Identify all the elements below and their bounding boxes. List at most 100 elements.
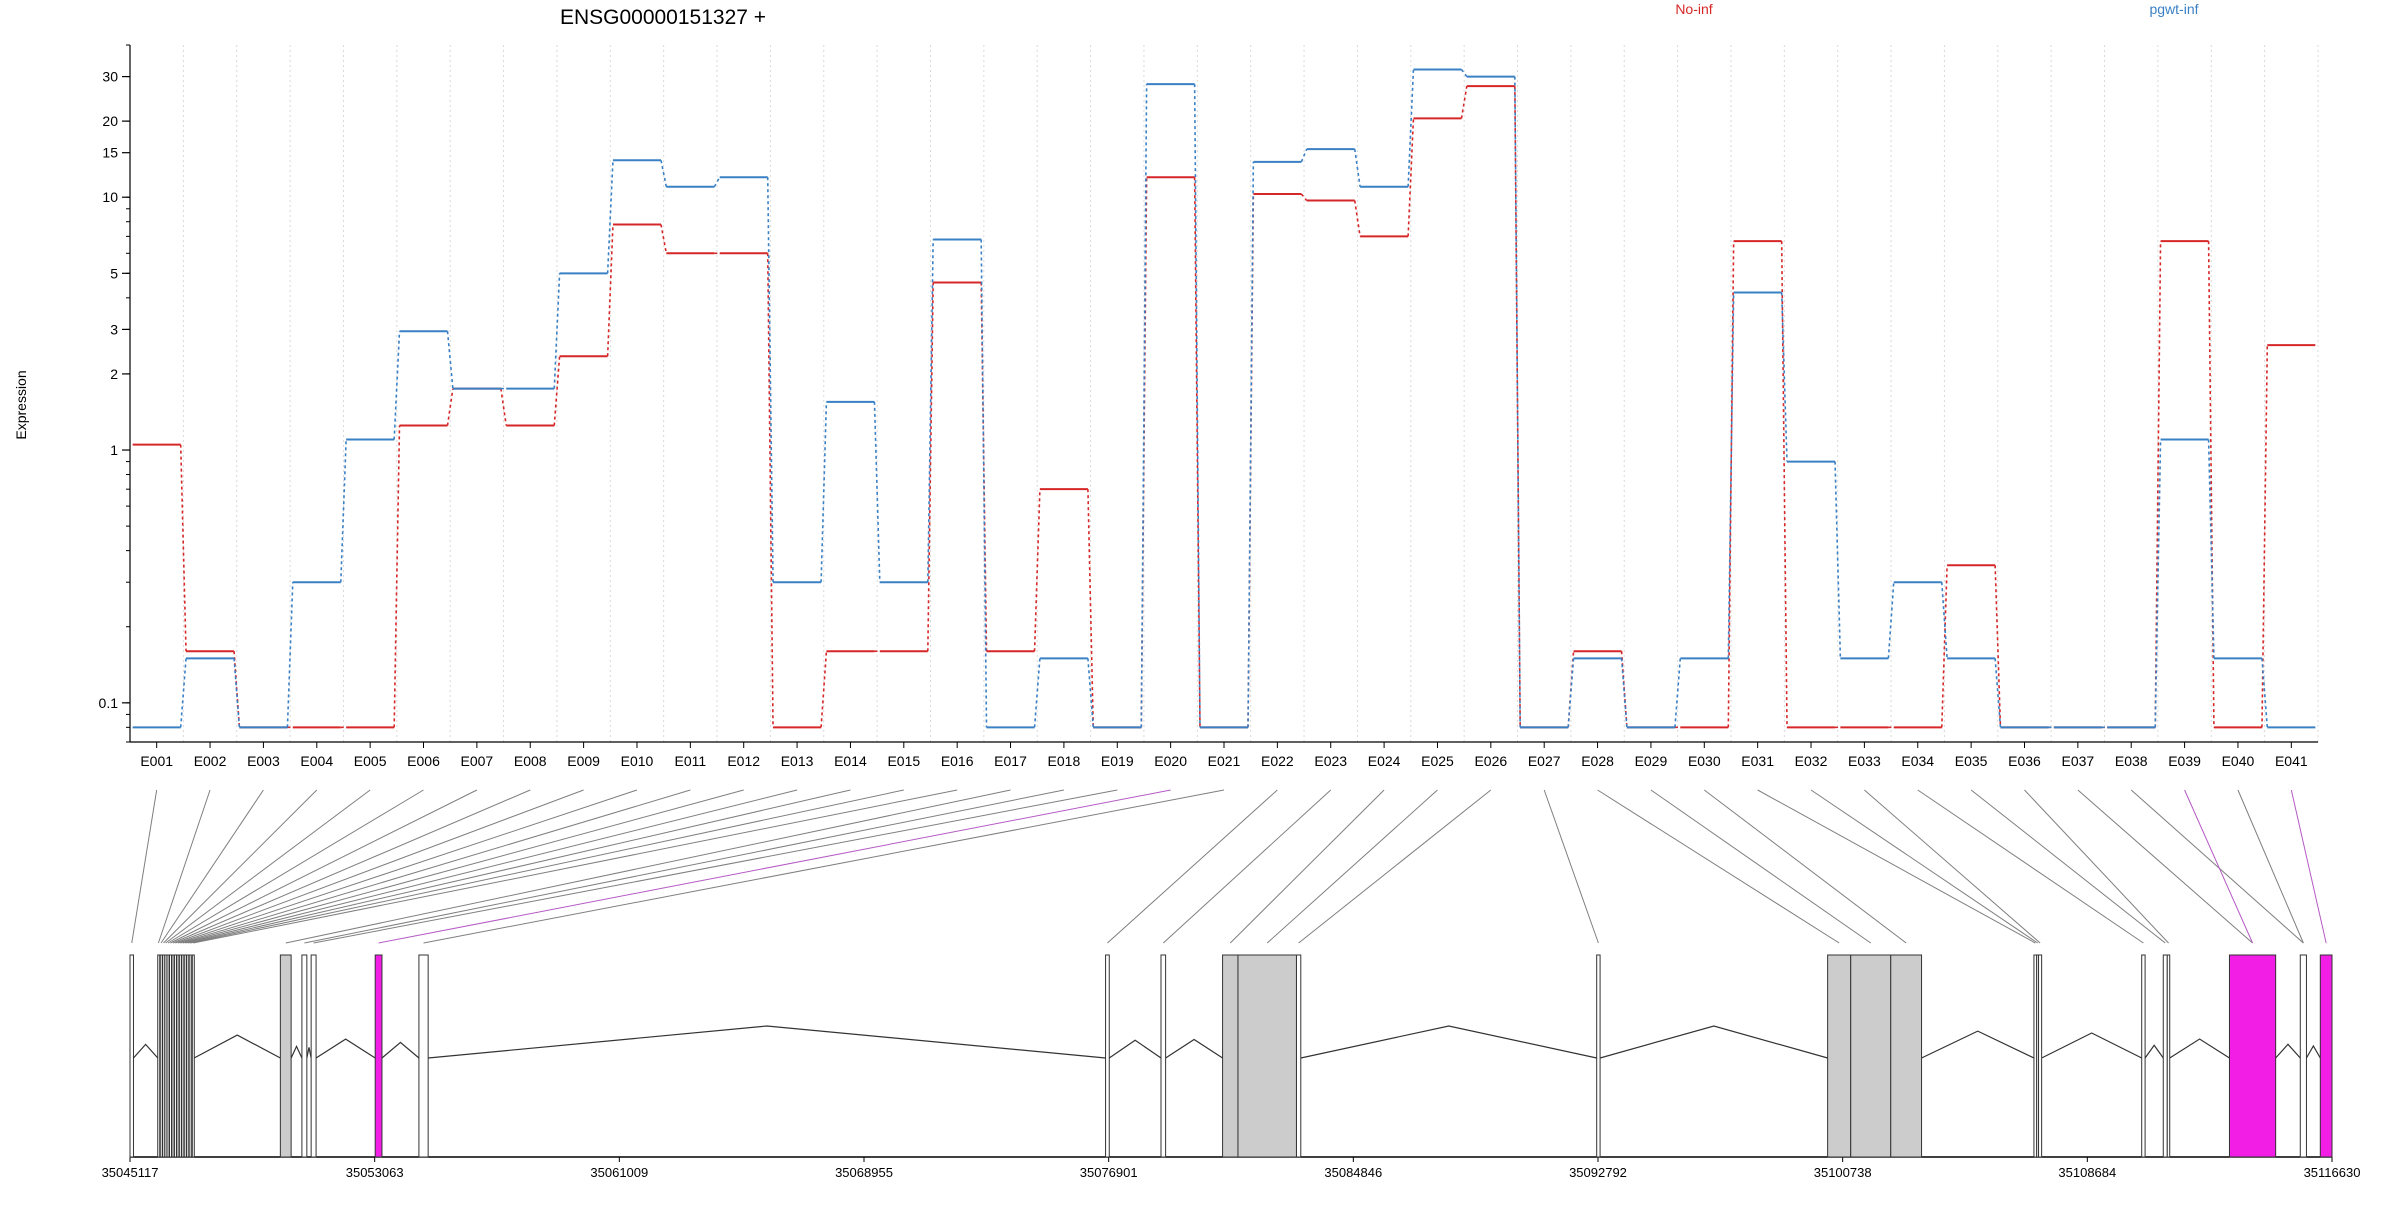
gene-coordinate-label: 35053063: [346, 1165, 404, 1180]
exon-connector: [190, 789, 904, 944]
series-connector: [179, 444, 187, 652]
x-tick-label: E022: [1261, 753, 1294, 769]
series-connector: [1247, 161, 1255, 728]
exon-box: [171, 954, 175, 1158]
x-tick-label: E010: [621, 753, 654, 769]
intron-line: [1108, 1039, 1162, 1059]
exon-box: [1295, 954, 1302, 1158]
x-tick-label: E024: [1368, 753, 1401, 769]
exon-box: [191, 954, 195, 1158]
series-connector: [1140, 177, 1148, 728]
exon-box: [1596, 954, 1601, 1158]
x-tick-label: E033: [1848, 753, 1881, 769]
series-connector: [1140, 84, 1148, 728]
x-tick-label: E005: [354, 753, 387, 769]
series-connector: [1834, 461, 1842, 659]
exon-box: [173, 954, 177, 1158]
exon-connector: [1917, 789, 2144, 944]
intron-line: [381, 1041, 420, 1059]
x-tick-label: E028: [1581, 753, 1614, 769]
exon-box: [1850, 954, 1892, 1158]
series-no-inf: [132, 85, 2316, 729]
x-tick-label: E035: [1955, 753, 1988, 769]
series-connector: [1780, 241, 1788, 728]
exon-box: [2162, 954, 2168, 1158]
y-tick-label: 0.1: [99, 695, 119, 711]
y-tick-label: 10: [102, 189, 118, 205]
y-tick-label: 30: [102, 69, 118, 85]
x-tick-label: E025: [1421, 753, 1454, 769]
series-connector: [1514, 76, 1521, 728]
exon-connector: [182, 789, 744, 944]
intron-line: [306, 1047, 312, 1059]
series-connector: [660, 224, 668, 254]
x-tick-label: E007: [461, 753, 494, 769]
exon-connector: [1597, 789, 1840, 944]
exon-box: [183, 954, 187, 1158]
series-connector: [2207, 439, 2215, 659]
x-tick-label: E021: [1208, 753, 1241, 769]
exon-connector: [165, 789, 371, 944]
series-connector: [1887, 582, 1895, 659]
series-connector: [2261, 345, 2269, 728]
x-tick-label: E018: [1048, 753, 1081, 769]
x-tick-label: E015: [887, 753, 920, 769]
exon-connector: [180, 789, 691, 944]
x-tick-label: E004: [300, 753, 333, 769]
exon-box: [2141, 954, 2146, 1158]
intron-line: [428, 1025, 1106, 1059]
exon-connector: [423, 789, 1225, 944]
y-tick-label: 5: [110, 265, 118, 281]
series-connector: [1193, 84, 1201, 728]
exon-box: [2166, 954, 2171, 1158]
exon-connector: [187, 789, 851, 944]
intron-line: [2169, 1038, 2230, 1059]
exon-box: [1890, 954, 1923, 1158]
series-connector: [766, 177, 774, 583]
gene-coordinate-label: 35116630: [2304, 1165, 2361, 1180]
exon-connector: [1298, 789, 1492, 944]
legend-entry-no-inf: No-inf: [1675, 1, 1712, 17]
exon-box: [279, 954, 292, 1158]
gene-coordinate-label: 35108684: [2058, 1165, 2116, 1180]
series-connector: [1460, 69, 1468, 78]
exon-connector: [185, 789, 798, 944]
exon-connector: [170, 789, 478, 944]
series-connector: [1940, 582, 1948, 659]
x-tick-label: E038: [2115, 753, 2148, 769]
exon-connector: [2077, 789, 2253, 944]
series-connector: [1353, 200, 1361, 237]
legend-entry-pgwt-inf: pgwt-inf: [2149, 1, 2198, 17]
exon-connector: [1266, 789, 1438, 944]
x-tick-label: E041: [2275, 753, 2308, 769]
x-tick-label: E031: [1741, 753, 1774, 769]
exon-box: [2228, 954, 2277, 1158]
x-tick-label: E013: [781, 753, 814, 769]
exon-box: [166, 954, 170, 1158]
exon-connector: [1864, 789, 2041, 944]
series-connector: [713, 176, 721, 188]
x-tick-label: E014: [834, 753, 867, 769]
x-tick-label: E011: [675, 753, 707, 769]
series-connector: [820, 651, 828, 728]
exon-connector: [1650, 789, 1872, 944]
y-tick-label: 20: [102, 113, 118, 129]
exon-connector: [157, 789, 211, 944]
gene-coordinate-label: 35045117: [102, 1165, 159, 1180]
exon-box: [186, 954, 190, 1158]
x-tick-label: E016: [941, 753, 974, 769]
x-tick-label: E002: [194, 753, 227, 769]
exon-box: [2319, 954, 2333, 1158]
y-tick-label: 3: [110, 321, 118, 337]
x-tick-label: E001: [140, 753, 173, 769]
y-tick-label: 2: [110, 366, 118, 382]
exon-connector: [160, 789, 264, 944]
series-connector: [553, 273, 561, 389]
exon-box: [1105, 954, 1110, 1158]
intron-line: [2144, 1044, 2164, 1059]
x-tick-label: E020: [1154, 753, 1187, 769]
exon-connector: [304, 789, 1065, 944]
exon-connector: [1757, 789, 2036, 944]
x-tick-label: E027: [1528, 753, 1561, 769]
